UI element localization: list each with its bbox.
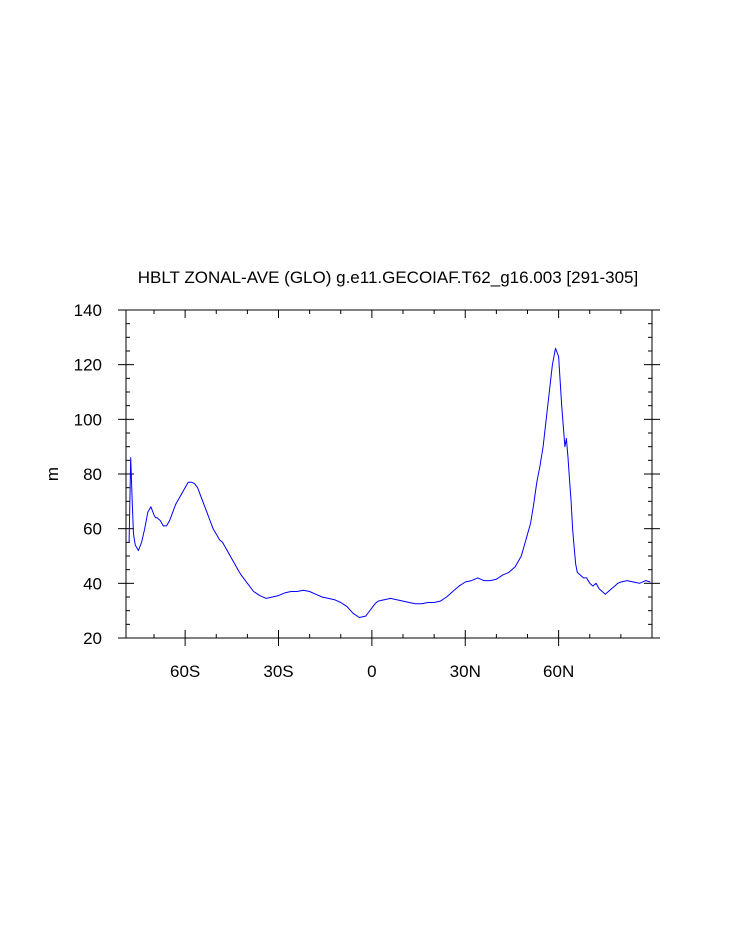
y-tick-label: 20 xyxy=(83,629,102,648)
ticks-layer xyxy=(118,309,660,646)
plot-frame xyxy=(125,309,653,639)
y-tick-label: 60 xyxy=(83,520,102,539)
x-tick-label: 30S xyxy=(263,662,293,681)
chart-title: HBLT ZONAL-AVE (GLO) g.e11.GECOIAF.T62_g… xyxy=(138,268,638,287)
y-tick-label: 120 xyxy=(74,356,102,375)
x-tick-label: 60S xyxy=(170,662,200,681)
y-tick-label: 140 xyxy=(74,301,102,320)
series-layer xyxy=(128,347,651,618)
y-axis-label: m xyxy=(43,467,62,481)
series-line xyxy=(128,347,651,618)
x-tick-label: 60N xyxy=(543,662,574,681)
y-tick-label: 40 xyxy=(83,574,102,593)
x-tick-label: 30N xyxy=(450,662,481,681)
x-tick-labels: 60S 30S 0 30N 60N xyxy=(170,662,574,681)
y-tick-label: 100 xyxy=(74,410,102,429)
y-tick-labels: 20 40 60 80 100 120 140 xyxy=(74,301,102,648)
y-tick-label: 80 xyxy=(83,465,102,484)
x-tick-label: 0 xyxy=(367,662,376,681)
